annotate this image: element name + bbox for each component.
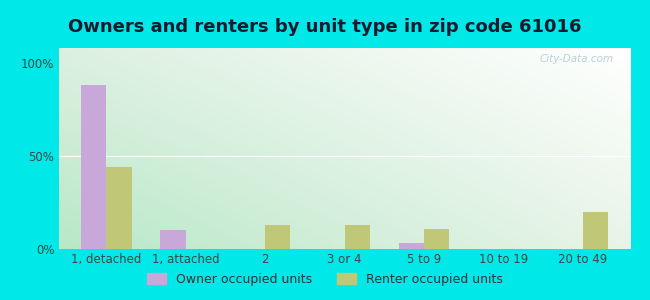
Text: Owners and renters by unit type in zip code 61016: Owners and renters by unit type in zip c…	[68, 18, 582, 36]
Bar	[265, 225, 291, 249]
Bar	[344, 225, 370, 249]
Text: City-Data.com: City-Data.com	[540, 54, 614, 64]
Legend: Owner occupied units, Renter occupied units: Owner occupied units, Renter occupied un…	[142, 268, 508, 291]
Bar	[160, 230, 186, 249]
Bar	[106, 167, 131, 249]
Bar	[583, 212, 608, 249]
Bar	[424, 229, 449, 249]
Bar	[81, 85, 106, 249]
Bar	[398, 243, 424, 249]
